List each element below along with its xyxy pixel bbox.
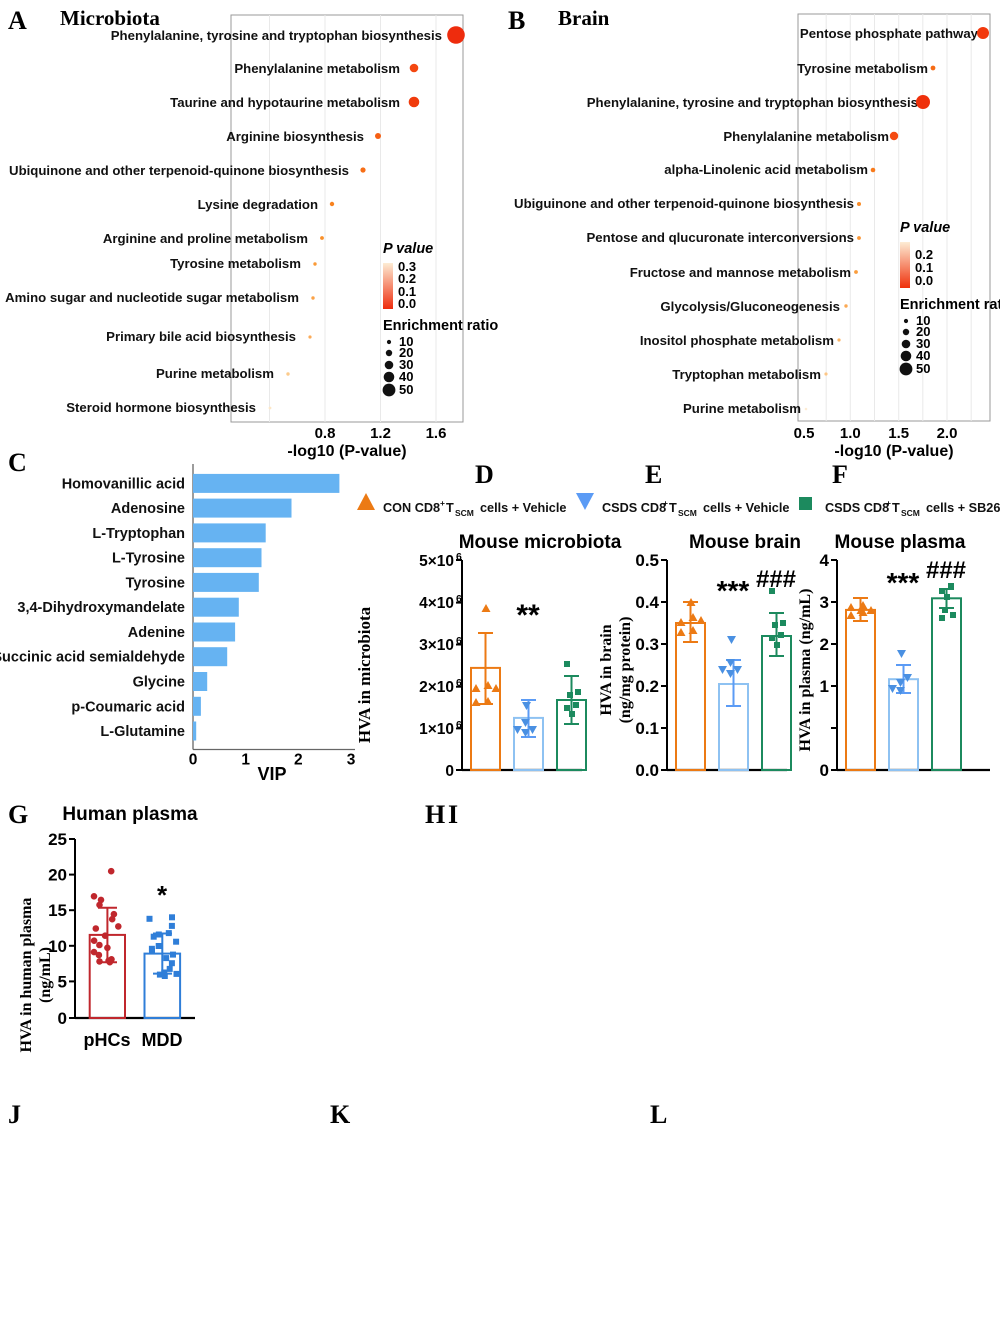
svg-text:VIP: VIP — [257, 764, 286, 784]
svg-text:1: 1 — [820, 677, 829, 696]
svg-text:5: 5 — [58, 972, 67, 991]
svg-text:MDD: MDD — [142, 1030, 183, 1050]
svg-text:0: 0 — [820, 761, 829, 780]
svg-text:6: 6 — [456, 635, 462, 647]
svg-text:3: 3 — [820, 593, 829, 612]
svg-text:1×10: 1×10 — [419, 721, 454, 738]
svg-text:6: 6 — [456, 551, 462, 563]
svg-text:0: 0 — [58, 1009, 67, 1028]
svg-text:***: *** — [887, 567, 920, 598]
svg-text:Mouse brain: Mouse brain — [689, 532, 801, 553]
svg-text:###: ### — [926, 557, 966, 584]
svg-text:pHCs: pHCs — [83, 1030, 130, 1050]
svg-text:0.1: 0.1 — [635, 719, 659, 738]
svg-text:6: 6 — [456, 677, 462, 689]
svg-text:3×10: 3×10 — [419, 637, 454, 654]
svg-text:***: *** — [717, 575, 750, 606]
svg-text:Mouse microbiota: Mouse microbiota — [459, 532, 622, 553]
svg-text:###: ### — [756, 566, 796, 593]
svg-text:**: ** — [516, 599, 540, 632]
svg-text:1: 1 — [241, 752, 250, 769]
svg-text:6: 6 — [456, 593, 462, 605]
svg-text:0.2: 0.2 — [635, 677, 659, 696]
svg-text:6: 6 — [456, 719, 462, 731]
svg-text:Mouse plasma: Mouse plasma — [835, 532, 966, 553]
svg-text:2×10: 2×10 — [419, 679, 454, 696]
svg-text:4: 4 — [820, 551, 830, 570]
svg-text:0.5: 0.5 — [635, 551, 659, 570]
svg-text:2: 2 — [820, 635, 829, 654]
svg-text:4×10: 4×10 — [419, 595, 454, 612]
svg-text:*: * — [157, 880, 168, 910]
svg-text:0.4: 0.4 — [635, 593, 659, 612]
svg-text:Human plasma: Human plasma — [62, 804, 198, 825]
svg-text:0.0: 0.0 — [635, 761, 659, 780]
svg-text:0.3: 0.3 — [635, 635, 659, 654]
svg-text:5×10: 5×10 — [419, 553, 454, 570]
svg-text:0: 0 — [445, 763, 454, 780]
svg-text:25: 25 — [48, 830, 67, 849]
svg-text:2: 2 — [294, 752, 303, 769]
